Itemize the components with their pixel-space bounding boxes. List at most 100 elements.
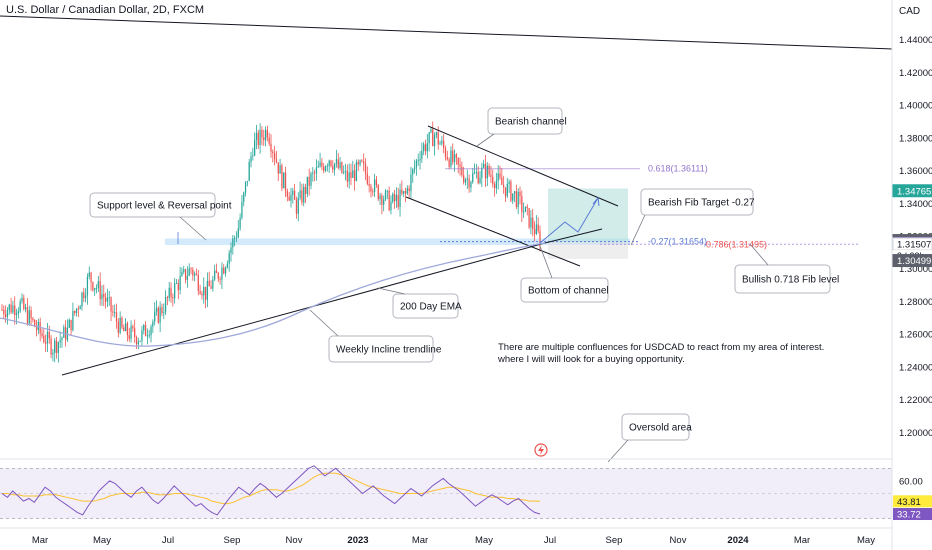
y-tick-label: 1.26000 [899, 330, 932, 341]
candle-body [499, 173, 501, 178]
candle-body [17, 311, 19, 314]
candle-body [230, 247, 232, 254]
candle-body [175, 282, 178, 284]
x-tick-label: Mar [794, 535, 810, 546]
x-tick-label: May [475, 535, 493, 546]
candle-body [383, 199, 385, 205]
bottom-channel-callout-label: Bottom of channel [528, 286, 609, 297]
candle-body [450, 150, 452, 167]
symbol-title: U.S. Dollar / Canadian Dollar, 2D, FXCM [6, 4, 205, 16]
candle-body [184, 269, 187, 280]
candle-body [266, 129, 269, 138]
candle-body [128, 335, 130, 339]
candle-body [457, 157, 459, 165]
candle-body [486, 165, 488, 179]
candle-body [197, 274, 199, 291]
price-badge-label: 1.30499 [897, 256, 931, 267]
candle-body [132, 326, 134, 329]
candle-body [459, 164, 461, 167]
candle-body [110, 297, 112, 312]
candle-body [515, 191, 518, 208]
candle-body [261, 129, 263, 138]
bearish-target-callout-box [640, 188, 754, 216]
candle-body [86, 276, 89, 296]
candle-body [70, 319, 72, 331]
candle-body [21, 297, 23, 302]
candle-body [537, 224, 539, 232]
candle-body [154, 311, 156, 322]
candle-body [428, 132, 430, 144]
candle-body [14, 305, 16, 316]
candle-body [126, 323, 129, 336]
candle-body [319, 162, 321, 167]
candle-body [410, 174, 412, 192]
candle-body [366, 173, 368, 184]
weekly-callout-box [328, 335, 434, 363]
candle-body [30, 310, 32, 319]
fib-027-label: -0.27(1.31654) [648, 237, 707, 247]
x-tick-label: Sep [606, 535, 623, 546]
candle-body [495, 180, 498, 189]
candle-body [470, 182, 472, 188]
candle-body [306, 176, 308, 195]
candle-body [539, 231, 541, 247]
projection-path [539, 197, 599, 244]
candle-body [370, 185, 372, 192]
candle-body [390, 201, 392, 211]
candle-body [433, 135, 436, 147]
candle-body [59, 339, 61, 343]
candle-body [435, 132, 438, 136]
candle-body [219, 278, 221, 280]
candle-body [119, 317, 121, 333]
candle-body [12, 305, 14, 313]
note-line-2: where I will will look for a buying oppo… [497, 354, 685, 365]
candle-body [34, 320, 36, 327]
rsi-line [1, 465, 541, 516]
candle-body [455, 154, 458, 158]
candle-body [264, 129, 267, 141]
candle-body [439, 143, 441, 145]
candle-body [292, 190, 294, 195]
candle-body [177, 282, 179, 291]
candle-body [210, 286, 212, 289]
bearish-channel-pointer [476, 133, 495, 147]
candle-body [161, 307, 163, 314]
candle-body [164, 297, 167, 313]
candle-body [217, 273, 219, 279]
candle-body [246, 180, 249, 182]
candle-body [84, 295, 87, 299]
candle-body [412, 169, 414, 175]
candle-body [270, 143, 272, 152]
x-tick-label: Nov [286, 535, 303, 546]
candle-body [97, 281, 99, 288]
candle-body [355, 162, 358, 181]
candle-body [15, 313, 18, 316]
channel-upper-line [427, 125, 619, 207]
candle-body [250, 156, 252, 163]
weekly-pointer [309, 309, 339, 337]
candle-body [348, 172, 350, 182]
candle-body [344, 170, 347, 172]
candle-body [75, 308, 78, 314]
candle-body [123, 327, 125, 332]
candle-body [317, 166, 319, 168]
bearish-target-pointer [630, 214, 646, 246]
candle-body [406, 188, 408, 194]
candle-body [343, 171, 345, 173]
candle-body [432, 129, 434, 147]
candle-body [241, 201, 243, 218]
candle-body [443, 140, 445, 149]
candle-body [215, 270, 218, 274]
candle-body [190, 268, 192, 270]
candle-body [441, 140, 443, 144]
candle-body [337, 159, 339, 169]
rsi-badge-label: 43.81 [897, 497, 921, 508]
candle-body [375, 179, 378, 186]
candle-body [148, 335, 150, 337]
candle-body [384, 191, 387, 200]
candle-body [368, 183, 370, 186]
rsi-badge [893, 495, 932, 508]
candle-body [72, 310, 74, 331]
